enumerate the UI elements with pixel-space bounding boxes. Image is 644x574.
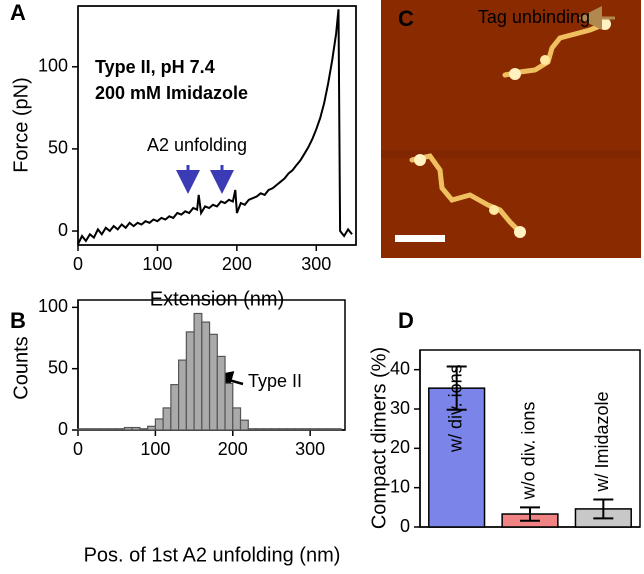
- y-tick-label: 50: [48, 138, 68, 158]
- x-tick-label: 200: [222, 254, 252, 274]
- plot-frame: [77, 5, 357, 246]
- hist-bar: [278, 428, 288, 431]
- y-axis-label: Compact dimers (%): [368, 347, 390, 529]
- hist-bar: [92, 428, 102, 431]
- hist-bar: [208, 333, 218, 431]
- x-tick-label: 0: [73, 439, 83, 459]
- category-label: w/ div. ions: [445, 364, 465, 453]
- axes: [77, 5, 357, 246]
- y-tick-label: 20: [390, 437, 410, 457]
- hist-bar: [239, 419, 249, 431]
- error-bar: [520, 506, 540, 522]
- hist-bar: [270, 428, 280, 431]
- hist-bar: [116, 428, 126, 431]
- hist-bar: [123, 426, 133, 431]
- hist-bar: [147, 425, 156, 431]
- hist-bar: [216, 355, 226, 431]
- annotation: 200 mM Imidazole: [95, 83, 248, 103]
- panel-label: A: [10, 0, 26, 25]
- x-axis-label: Pos. of 1st A2 unfolding (nm): [84, 544, 341, 566]
- x-tick-label: 0: [73, 254, 83, 274]
- y-tick-label: 0: [58, 419, 68, 439]
- panel-label: C: [398, 6, 414, 31]
- y-tick-label: 0: [58, 220, 68, 240]
- hist-bar: [185, 331, 195, 431]
- hist-bar: [100, 428, 110, 431]
- panel-label: B: [10, 308, 26, 333]
- hist-bar: [232, 407, 242, 431]
- annotation: Type II: [248, 371, 302, 391]
- afm-image: [381, 0, 641, 258]
- hist-bar: [201, 321, 211, 431]
- hist-bar: [309, 428, 319, 431]
- y-axis-label: Counts: [10, 336, 32, 399]
- hist-bar: [224, 382, 234, 431]
- y-tick-label: 100: [38, 56, 68, 76]
- force-trace: [77, 9, 353, 245]
- category-label: w/ Imidazole: [592, 391, 612, 492]
- error-bar: [446, 365, 467, 411]
- hist-bar: [294, 428, 304, 431]
- hist-bar: [247, 428, 257, 431]
- y-tick-label: 10: [390, 476, 410, 496]
- y-tick-label: 30: [390, 398, 410, 418]
- annotation: Type II, pH 7.4: [95, 57, 215, 77]
- hist-bar: [77, 428, 87, 431]
- x-tick-label: 200: [218, 439, 248, 459]
- hist-bar: [325, 428, 334, 431]
- hist-bar: [154, 418, 164, 431]
- y-tick-label: 100: [38, 296, 68, 316]
- y-tick-label: 0: [400, 516, 410, 536]
- hist-bar: [193, 312, 203, 431]
- y-axis-label: Force (pN): [10, 77, 32, 173]
- panel-label: D: [398, 308, 414, 333]
- hist-bar: [286, 428, 296, 431]
- annotation: Tag unbinding: [478, 7, 590, 27]
- x-tick-label: 100: [140, 439, 170, 459]
- y-tick-label: 50: [48, 357, 68, 377]
- category-label: w/o div. ions: [519, 402, 539, 501]
- hist-bar: [131, 426, 141, 431]
- hist-bar: [255, 428, 265, 431]
- hist-bar: [85, 428, 95, 431]
- hist-bar: [301, 428, 311, 431]
- hist-bar: [332, 428, 342, 431]
- x-tick-label: 300: [295, 439, 325, 459]
- hist-bar: [162, 407, 172, 431]
- hist-bar: [139, 428, 149, 431]
- error-bar: [593, 498, 614, 520]
- y-tick-label: 40: [390, 358, 410, 378]
- annotation: A2 unfolding: [147, 135, 247, 155]
- x-tick-label: 300: [301, 254, 331, 274]
- hist-bar: [317, 428, 327, 431]
- hist-bar: [170, 384, 180, 431]
- hist-bar: [178, 359, 187, 431]
- x-tick-label: 100: [142, 254, 172, 274]
- hist-bar: [263, 428, 273, 431]
- hist-bar: [108, 428, 118, 431]
- scale-bar: [395, 235, 445, 242]
